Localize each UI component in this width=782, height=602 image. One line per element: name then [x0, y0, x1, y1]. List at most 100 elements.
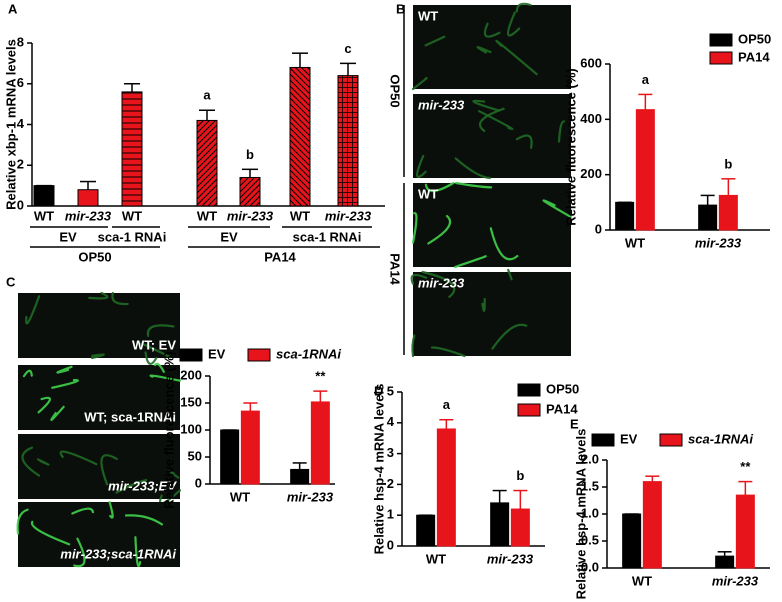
worm [37, 396, 51, 414]
y-axis-label: Relative xbp-1 mRNA levels [3, 39, 18, 210]
y-axis-label: Relative hsp-4 mRNA levels [371, 384, 386, 555]
worm [16, 508, 29, 535]
worm [22, 369, 33, 378]
legend-swatch [517, 403, 541, 417]
bar [310, 401, 330, 485]
x-tick-label: mir-233 [227, 208, 274, 223]
image-label: WT [418, 8, 438, 23]
legend-swatch [591, 433, 615, 447]
worm [507, 268, 513, 281]
y-tick-label: 2 [17, 157, 24, 172]
y-tick-label: 1 [387, 507, 394, 522]
image-label: WT; EV [132, 337, 176, 352]
worm [479, 107, 505, 133]
subgroup-label: EV [220, 229, 238, 244]
worm [542, 199, 573, 219]
image-label: mir-233;sca-1RNAi [60, 546, 176, 561]
y-tick-label: 2 [387, 476, 394, 491]
bar [718, 194, 738, 231]
y-axis-label: Relative hsp-4 mRNA levels [573, 429, 588, 600]
worm [124, 514, 164, 526]
x-tick-label: WT [625, 235, 645, 250]
worm [472, 99, 500, 112]
y-tick-label: 3 [387, 445, 394, 460]
x-tick-label: mir-233 [487, 551, 534, 566]
legend-swatch [517, 383, 541, 397]
annotation: a [443, 397, 451, 412]
worm [411, 334, 416, 358]
bar [240, 410, 260, 485]
x-tick-label: mir-233 [712, 573, 759, 588]
worm [557, 120, 566, 143]
y-tick-label: 400 [580, 111, 602, 126]
image-label: WT [418, 186, 438, 201]
worm [515, 2, 532, 13]
legend-label: OP50 [546, 381, 579, 396]
bar [33, 185, 55, 207]
y-tick-label: 0.5 [581, 532, 599, 547]
y-tick-label: 1.0 [581, 505, 599, 520]
legend-swatch [179, 348, 203, 362]
x-tick-label: mir-233 [695, 235, 742, 250]
annotation: a [642, 72, 650, 87]
group-label: OP50 [78, 249, 111, 264]
x-tick-label: WT [632, 573, 652, 588]
y-tick-label: 200 [580, 166, 602, 181]
subgroup-label: EV [59, 229, 77, 244]
worm [168, 469, 180, 479]
worm [21, 446, 41, 477]
bar [337, 75, 359, 207]
y-tick-label: 200 [180, 367, 202, 382]
bar [615, 201, 635, 231]
worm [50, 405, 65, 421]
image-group-label: OP50 [388, 74, 403, 107]
worm [410, 273, 428, 285]
worm [481, 297, 486, 312]
x-tick-label: WT [197, 208, 217, 223]
worm [115, 478, 148, 494]
bar [121, 91, 143, 207]
worm [476, 45, 492, 54]
subgroup-label: sca-1 RNAi [98, 229, 167, 244]
annotation: b [516, 468, 524, 483]
panel-letter: E [570, 416, 579, 431]
legend-label: EV [208, 346, 226, 361]
worm [100, 454, 118, 486]
bar [290, 468, 310, 485]
worm [424, 35, 446, 47]
worm [478, 110, 514, 131]
worm [88, 291, 109, 300]
annotation: b [724, 156, 732, 171]
worm [111, 291, 129, 306]
x-tick-label: WT [34, 208, 54, 223]
annotation: ** [315, 369, 326, 384]
worm [411, 212, 418, 244]
bar [490, 502, 510, 547]
bar [622, 513, 642, 569]
x-tick-label: mir-233 [287, 489, 334, 504]
x-tick-label: WT [122, 208, 142, 223]
y-tick-label: 0 [195, 475, 202, 490]
y-tick-label: 150 [180, 394, 202, 409]
y-tick-label: 8 [17, 34, 24, 49]
annotation: ** [740, 459, 751, 474]
panel-letter: C [6, 274, 16, 289]
annotation: b [246, 147, 254, 162]
worm [138, 342, 172, 359]
bar [735, 494, 755, 569]
image-label: mir-233 [418, 275, 465, 290]
legend-label: PA14 [738, 49, 770, 64]
annotation: c [344, 41, 351, 56]
worm [146, 324, 175, 337]
worm [73, 537, 86, 568]
bar [77, 189, 99, 207]
bar [239, 176, 261, 207]
worm [495, 39, 538, 76]
micrograph [18, 434, 180, 499]
bar [416, 514, 436, 547]
panel-letter: A [8, 1, 18, 16]
worm [507, 11, 521, 37]
y-tick-label: 1.5 [581, 478, 599, 493]
x-tick-label: mir-233 [325, 208, 372, 223]
y-tick-label: 600 [580, 55, 602, 70]
